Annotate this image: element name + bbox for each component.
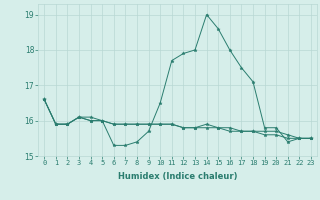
X-axis label: Humidex (Indice chaleur): Humidex (Indice chaleur) (118, 172, 237, 181)
